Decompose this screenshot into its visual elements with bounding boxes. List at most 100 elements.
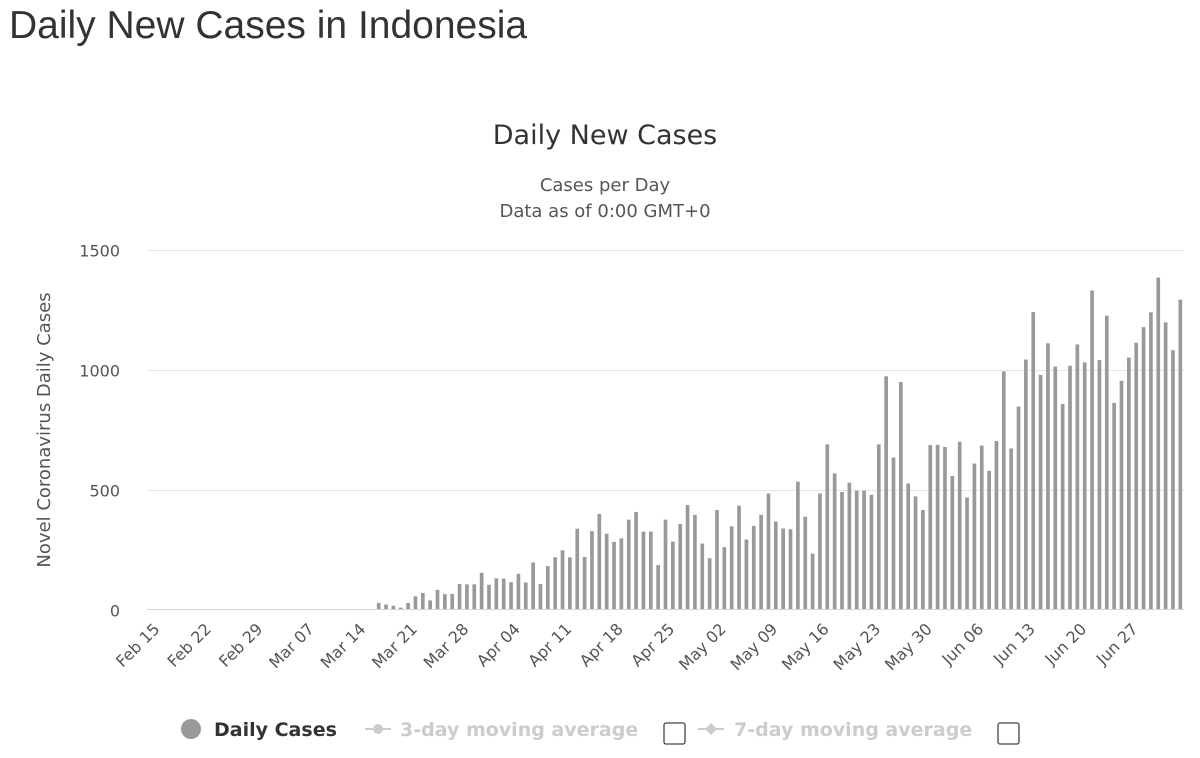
bar [1171,350,1175,610]
bar [1001,371,1006,610]
bar [825,444,830,610]
bar [722,547,727,610]
x-tick-label: Apr 18 [576,619,627,670]
bar [1082,362,1087,610]
bar [693,514,697,610]
bar [1149,312,1153,610]
bar [832,473,837,610]
bar [796,481,800,610]
x-tick-label: Mar 07 [265,619,318,672]
bar [1156,277,1161,610]
x-tick-label: Feb 22 [164,619,215,670]
bar [781,528,786,610]
bar [391,605,396,610]
bar [413,596,418,610]
x-tick-label: Apr 25 [627,619,678,670]
bar [737,505,741,610]
bar [384,604,388,610]
bar [501,578,506,610]
y-tick-label: 500 [89,482,120,501]
bar [1075,344,1080,610]
bar [884,376,888,610]
bar [854,490,859,610]
bar [1024,359,1028,610]
bar [1097,360,1102,610]
bar [1060,404,1065,610]
bar [604,533,609,610]
bar [1112,402,1116,610]
seven-day-legend-diamond-icon [705,723,717,735]
bar [1016,406,1021,610]
legend-item-daily-cases[interactable]: Daily Cases [214,719,337,741]
bar [435,589,440,610]
bar [619,538,624,610]
bar [472,584,477,610]
chart-subtitle-line-1: Cases per Day [540,175,671,196]
x-tick-label: May 30 [881,619,936,674]
three-day-average-checkbox[interactable] [663,722,686,745]
bar [744,539,749,610]
bar [921,510,925,610]
x-tick-label: Apr 04 [473,619,524,670]
bar [847,482,852,610]
bar [457,584,462,610]
bar [1163,322,1168,610]
legend-item-3-day-moving-average[interactable]: 3-day moving average [400,719,638,741]
x-tick-label: Mar 21 [368,619,421,672]
bar [656,565,660,610]
legend-item-7-day-moving-average[interactable]: 7-day moving average [734,719,972,741]
x-tick-label: Jun 13 [989,619,1039,669]
bar [840,492,844,610]
seven-day-average-checkbox[interactable] [997,722,1020,745]
bar [950,476,955,610]
bar [869,494,874,610]
bar [773,521,778,610]
bar [509,582,513,610]
bar [751,525,756,610]
bar [928,445,933,610]
bar [553,557,558,610]
bar [487,584,491,610]
bar [479,572,484,610]
bar [663,519,668,610]
bar [443,594,447,610]
bar [1134,342,1139,610]
bar [1178,299,1183,610]
bar [1127,357,1131,610]
bar [899,382,903,610]
x-tick-label: Feb 29 [215,619,266,670]
bar [715,510,719,610]
bar [560,550,565,610]
bar [994,441,999,610]
bar [523,582,528,610]
bar [376,603,381,610]
bar [420,592,425,610]
x-tick-label: Jun 27 [1092,619,1142,669]
y-tick-label: 0 [110,602,120,621]
bar [979,445,984,610]
bar [862,490,866,610]
bar [700,543,705,610]
y-axis-title: Novel Coronavirus Daily Cases [34,292,55,567]
bar [891,457,896,610]
x-tick-label: Mar 28 [420,619,473,672]
bar [957,441,962,610]
x-tick-label: Feb 15 [112,619,163,670]
bar [531,562,535,610]
bar [1053,366,1058,610]
bar [935,444,940,610]
chart-title: Daily New Cases [493,120,718,151]
daily-cases-legend-marker-icon [181,719,201,739]
bar [575,528,580,610]
bar [590,531,594,610]
bar [1068,365,1072,610]
x-tick-label: Jun 20 [1040,619,1090,669]
bar [516,573,521,610]
bar [685,505,690,610]
bar [406,603,410,610]
grid-lines [147,250,1184,491]
bar [678,523,683,610]
y-tick-label: 1500 [79,242,120,261]
